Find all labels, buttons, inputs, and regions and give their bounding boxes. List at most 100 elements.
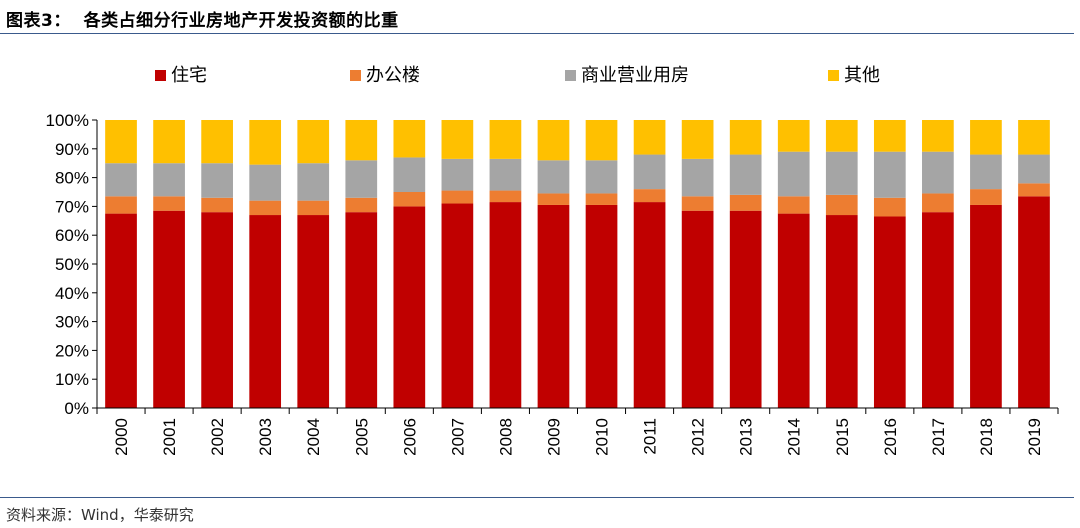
legend-swatch-3 xyxy=(828,70,839,81)
bar-2004-series-1 xyxy=(297,200,330,216)
axes: 0% 10% 20% 30% 40% 50% 60% 70% 80% 90% 100% 2000 200… xyxy=(46,111,1059,456)
x-tick-label-2015: 2015 xyxy=(833,418,852,456)
y-tick-label-9: 90% xyxy=(55,140,89,159)
y-tick-label-1: 10% xyxy=(55,370,89,389)
y-tick-label-5: 50% xyxy=(55,255,89,274)
x-tick-label-2019: 2019 xyxy=(1025,418,1044,456)
bar-2005-series-1 xyxy=(345,197,378,213)
bar-2004-series-2 xyxy=(297,163,330,201)
bar-2019-series-3 xyxy=(1018,120,1050,155)
legend-label-3: 其他 xyxy=(844,65,880,86)
bar-2000-series-3 xyxy=(105,120,137,164)
bar-2006-series-1 xyxy=(393,192,426,207)
bar-2004-series-3 xyxy=(297,120,330,164)
x-tick-label-2000: 2000 xyxy=(112,418,131,456)
bar-2011-series-1 xyxy=(633,189,666,203)
bar-2012-series-2 xyxy=(681,158,714,197)
bar-2000-series-1 xyxy=(105,196,137,214)
bar-2013-series-3 xyxy=(729,120,762,155)
x-tick-label-2018: 2018 xyxy=(977,418,996,456)
bar-2008-series-0 xyxy=(489,202,522,408)
bar-2007-series-0 xyxy=(441,203,474,408)
legend-swatch-2 xyxy=(565,70,576,81)
bar-2017-series-2 xyxy=(922,151,954,194)
x-tick-label-2004: 2004 xyxy=(304,418,323,456)
bar-2003-series-0 xyxy=(249,215,282,408)
bar-2002-series-0 xyxy=(201,212,233,408)
bar-2019-series-0 xyxy=(1018,196,1050,408)
x-tick-label-2001: 2001 xyxy=(160,418,179,456)
legend-swatch-1 xyxy=(350,70,361,81)
bar-2009-series-0 xyxy=(537,204,570,408)
bar-2010-series-1 xyxy=(585,193,618,205)
y-tick-label-0: 0% xyxy=(64,399,89,418)
bar-2007-series-1 xyxy=(441,190,474,204)
bar-2001-series-1 xyxy=(153,196,185,211)
legend: 住宅 办公楼 商业营业用房 其他 xyxy=(155,65,880,86)
x-tick-label-2014: 2014 xyxy=(785,418,804,456)
x-tick-label-2007: 2007 xyxy=(448,418,467,456)
x-tick-label-2008: 2008 xyxy=(496,418,515,456)
bar-2009-series-1 xyxy=(537,193,570,205)
bar-2002-series-2 xyxy=(201,163,233,198)
bar-2018-series-1 xyxy=(970,189,1002,205)
bar-2011-series-0 xyxy=(633,202,666,408)
bar-2006-series-3 xyxy=(393,120,426,158)
bar-2016-series-3 xyxy=(873,120,906,152)
bar-2015-series-1 xyxy=(825,194,858,216)
bar-2001-series-3 xyxy=(153,120,185,164)
bar-2010-series-3 xyxy=(585,120,618,161)
bar-2001-series-0 xyxy=(153,210,185,408)
bars xyxy=(105,120,1050,408)
bar-2011-series-3 xyxy=(633,120,666,155)
bar-2000-series-0 xyxy=(105,213,137,408)
bar-2009-series-2 xyxy=(537,160,570,194)
bar-2006-series-0 xyxy=(393,206,426,408)
x-tick-label-2013: 2013 xyxy=(737,418,756,456)
x-tick-label-2017: 2017 xyxy=(929,418,948,456)
bar-2017-series-3 xyxy=(922,120,954,152)
bar-2001-series-2 xyxy=(153,163,185,197)
bar-2006-series-2 xyxy=(393,157,426,192)
bar-2008-series-3 xyxy=(489,120,522,159)
y-tick-label-4: 40% xyxy=(55,284,89,303)
x-tick-label-2006: 2006 xyxy=(400,418,419,456)
bar-2005-series-3 xyxy=(345,120,378,161)
x-tick-label-2009: 2009 xyxy=(544,418,563,456)
bar-2016-series-0 xyxy=(873,216,906,408)
x-tick-label-2003: 2003 xyxy=(256,418,275,456)
bar-2018-series-2 xyxy=(970,154,1002,190)
bar-2017-series-1 xyxy=(922,193,954,213)
title-bar: 图表3： 各类占细分行业房地产开发投资额的比重 xyxy=(0,0,1080,34)
bar-2015-series-2 xyxy=(825,151,858,195)
legend-label-0: 住宅 xyxy=(171,65,207,86)
bar-2003-series-1 xyxy=(249,200,282,216)
stacked-bar-chart: 住宅 办公楼 商业营业用房 其他 0% 10% 20% 30% 40% 50% 60% 70% 80%… xyxy=(46,65,1059,456)
bar-2013-series-2 xyxy=(729,154,762,195)
bar-2017-series-0 xyxy=(922,212,954,408)
bar-2013-series-1 xyxy=(729,194,762,211)
x-tick-label-2005: 2005 xyxy=(352,418,371,456)
y-tick-label-7: 70% xyxy=(55,197,89,216)
bar-2014-series-1 xyxy=(777,196,810,214)
bar-2009-series-3 xyxy=(537,120,570,161)
bar-2011-series-2 xyxy=(633,154,666,190)
bar-2007-series-3 xyxy=(441,120,474,159)
bar-2003-series-2 xyxy=(249,164,282,201)
bar-2014-series-3 xyxy=(777,120,810,152)
legend-label-2: 商业营业用房 xyxy=(581,65,689,86)
bar-2014-series-0 xyxy=(777,213,810,408)
y-tick-label-8: 80% xyxy=(55,169,89,188)
x-tick-label-2012: 2012 xyxy=(689,418,708,456)
x-tick-label-2002: 2002 xyxy=(208,418,227,456)
bar-2018-series-3 xyxy=(970,120,1002,155)
bar-2019-series-1 xyxy=(1018,183,1050,197)
bar-2019-series-2 xyxy=(1018,154,1050,184)
y-tick-label-3: 30% xyxy=(55,313,89,332)
bar-2012-series-0 xyxy=(681,210,714,408)
bar-2010-series-2 xyxy=(585,160,618,194)
y-tick-label-10: 100% xyxy=(46,111,89,130)
bar-2014-series-2 xyxy=(777,151,810,197)
bar-2007-series-2 xyxy=(441,158,474,191)
y-tick-label-6: 60% xyxy=(55,226,89,245)
